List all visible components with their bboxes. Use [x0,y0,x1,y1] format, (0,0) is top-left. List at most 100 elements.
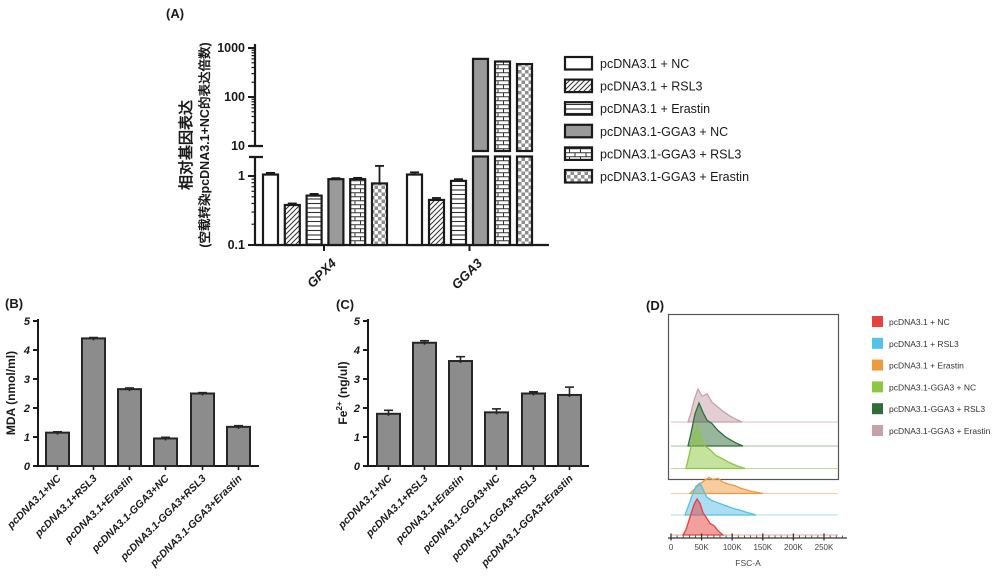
x-axis-title: FSC-A [735,558,761,568]
legend-swatch [563,55,594,71]
y-axis-title: MDA (nmol/ml) [4,351,18,435]
legend-label: pcDNA3.1 + RSL3 [600,80,703,94]
legend-label: pcDNA3.1 + NC [889,317,950,327]
y-tick-label: 100 [224,90,245,104]
legend-swatch [872,425,883,436]
axes [37,319,259,467]
panel-a-y-axis-subtitle: (空载转染pcDNA3.1+NC的表达倍数) [197,42,212,247]
legend-swatch [563,146,594,161]
panel-d: 0 50K 100K 150K 200K 250K FSC-A [667,313,847,568]
y-tick-label: 3 [354,374,360,386]
bar [370,182,389,247]
y-tick-label: 0 [24,461,31,473]
y-tick-label: 2 [23,403,30,415]
bar [327,178,345,247]
legend-swatch [872,403,883,415]
legend-label: pcDNA3.1 + Erastin [889,361,964,371]
legend-label: pcDNA3.1-GGA3 + NC [600,125,728,139]
y-tick-label: 10 [231,139,245,153]
y-tick-label: 4 [353,345,360,357]
panel-a-legend: pcDNA3.1 + NC pcDNA3.1 + RSL3 pcDNA3.1 + E… [563,55,749,184]
legend-swatch [872,381,883,393]
legend-label: pcDNA3.1-GGA3 + RSL3 [889,404,985,414]
histogram-curve [688,476,764,495]
panel-a: 相对基因表达 (空载转染pcDNA3.1+NC的表达倍数) 1000 100 10 1 0.… [177,41,549,292]
bar [117,388,142,467]
bar [190,392,215,467]
legend-swatch [872,337,883,349]
y-tick-label: 5 [24,316,31,328]
x-tick-label: 0 [669,543,674,552]
category-label: GGA3 [448,255,485,292]
y-axis-upper-segment [249,44,263,148]
panel-c-label: (C) [336,297,355,312]
x-tick-label: 100K [723,543,742,552]
panel-a-label: (A) [166,6,185,21]
bar [449,179,468,247]
bar [349,178,367,247]
bar [405,173,424,247]
y-tick-label: 1 [238,169,245,183]
legend-label: pcDNA3.1-GGA3 + Erastin [600,170,749,184]
bar [226,425,251,468]
bar [427,198,446,247]
legend-swatch [563,101,594,116]
bar [412,341,437,467]
category-label: pcDNA3.1+Erastin [393,473,467,547]
bar-lower-segment [515,155,534,247]
panel-b-label: (B) [5,296,24,311]
bar [261,173,280,247]
y-tick-label: 1 [354,432,360,444]
y-axis-title: Fe2+ (ng/ul) [335,361,350,424]
legend-swatch [563,168,594,184]
gate-box [667,313,840,481]
legend-swatch [872,359,883,371]
y-tick-label: 4 [23,345,30,357]
x-tick-label: 150K [753,543,772,552]
x-tick-label: 50K [694,543,709,552]
bar [448,360,473,467]
bar [521,392,546,467]
legend-label: pcDNA3.1 + RSL3 [889,339,959,349]
bar-lower-segment [493,155,512,247]
bar [557,393,582,468]
legend-swatch [872,316,883,327]
y-tick-label: 5 [354,316,361,328]
legend-label: pcDNA3.1 + NC [600,57,689,71]
bar [376,412,401,467]
axes [367,319,589,467]
legend-label: pcDNA3.1 + Erastin [600,102,710,116]
bar [484,411,509,468]
bar [153,437,178,468]
histogram-curve [681,497,725,536]
bar [81,337,106,467]
category-label: pcDNA3.1+Erastin [62,473,136,547]
y-tick-label: 2 [353,403,360,415]
bar [45,431,70,467]
legend-label: pcDNA3.1-GGA3 + NC [889,382,976,392]
category-label: pcDNA3.1+RSL3 [32,473,100,541]
bar-lower-segment [471,155,490,247]
y-axis-lower-segment [249,155,263,245]
panel-d-label: (D) [646,298,665,313]
x-tick-label: 200K [784,543,803,552]
panel-a-y-axis-title: 相对基因表达 [177,100,195,190]
histogram-curve [684,481,757,516]
y-tick-label: 0 [354,461,361,473]
y-tick-label: 0.1 [228,238,245,252]
histogram-curve [685,423,746,470]
y-tick-label: 1 [24,432,30,444]
bar-upper-segment [471,57,490,153]
y-tick-label: 1000 [217,41,245,55]
legend-label: pcDNA3.1-GGA3 + Erastin [889,426,991,436]
category-label: pcDNA3.1+RSL3 [363,473,431,541]
category-label: GPX4 [304,255,340,291]
x-tick-label: 250K [815,543,834,552]
bar [305,194,323,247]
legend-swatch [563,78,594,94]
y-tick-label: 3 [24,374,30,386]
legend-swatch [563,123,594,139]
